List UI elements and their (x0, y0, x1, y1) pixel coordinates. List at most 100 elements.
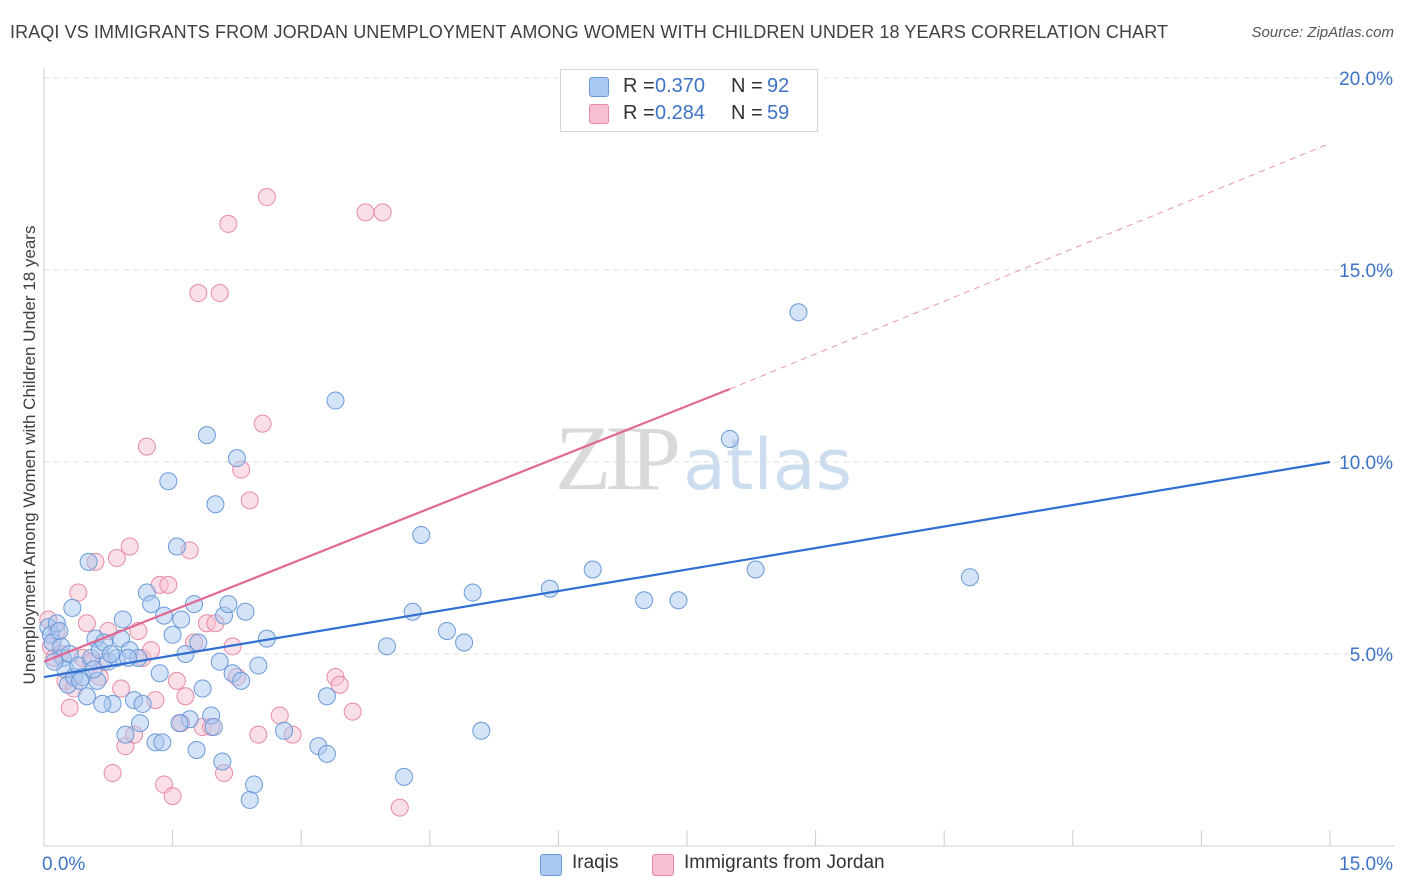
axes (43, 68, 1394, 847)
source-label: Source: ZipAtlas.com (1251, 24, 1394, 41)
jordan-point (163, 787, 182, 806)
iraqis-point (197, 426, 216, 445)
legend-swatch-jordan (652, 854, 674, 876)
iraqis-point (101, 645, 120, 663)
legend-r-label: R = (623, 75, 655, 97)
iraqis-point (472, 721, 491, 740)
correlation-legend: R = 0.370 N = 92 R = 0.284 N = 59 (560, 69, 818, 132)
iraqis-point (163, 625, 182, 644)
trend-line-jordan-extension (729, 142, 1331, 390)
legend-swatch-iraqis (589, 77, 609, 97)
legend-swatch-iraqis (540, 854, 562, 876)
iraqis-point (232, 671, 251, 690)
watermark: ZIP atlas (555, 405, 852, 511)
trend-lines (43, 142, 1331, 679)
iraqis-point (317, 687, 336, 706)
jordan-point (390, 798, 409, 817)
iraqis-point (71, 671, 90, 690)
iraqis-point (240, 790, 259, 809)
iraqis-point (960, 568, 979, 587)
legend-n-value: 92 (767, 75, 790, 97)
jordan-point (60, 698, 79, 717)
iraqis-point (245, 775, 264, 794)
jordan-point (176, 687, 195, 706)
legend-r-value: 0.284 (655, 102, 706, 124)
jordan-point (137, 437, 156, 456)
jordan-point (103, 764, 122, 783)
jordan-point (112, 679, 131, 698)
jordan-point (240, 491, 259, 510)
iraqis-point (213, 752, 232, 771)
iraqis-point (63, 598, 82, 617)
iraqis-point (412, 525, 431, 544)
legend-label-iraqis: Iraqis (572, 852, 619, 873)
iraqis-point (583, 560, 602, 579)
watermark-atlas: atlas (683, 424, 853, 506)
jordan-point (356, 203, 375, 222)
jordan-point (77, 614, 96, 633)
jordan-point (330, 675, 349, 694)
tick-labels: 5.0% 10.0% 15.0% 20.0% 0.0% 15.0% (42, 69, 1393, 875)
iraqis-point (227, 449, 246, 468)
iraqis-point (79, 552, 98, 571)
series-iraqis-points (39, 303, 979, 809)
iraqis-point (193, 679, 212, 698)
jordan-point (343, 702, 362, 721)
jordan-point (253, 414, 272, 433)
iraqis-point (170, 714, 189, 733)
iraqis-point (789, 303, 808, 322)
iraqis-point (540, 579, 559, 598)
iraqis-point (150, 664, 169, 683)
iraqis-point (206, 495, 225, 514)
legend-r-value: 0.370 (655, 75, 706, 97)
iraqis-point (113, 610, 132, 629)
iraqis-point (635, 591, 654, 610)
iraqis-point (463, 583, 482, 602)
iraqis-point (189, 633, 208, 652)
x-tick-label: 0.0% (42, 854, 85, 875)
iraqis-point (93, 694, 112, 713)
jordan-point (189, 284, 208, 303)
iraqis-point (172, 610, 191, 629)
y-tick-label: 10.0% (1339, 453, 1393, 474)
chart-title: IRAQI VS IMMIGRANTS FROM JORDAN UNEMPLOY… (10, 22, 1169, 42)
iraqis-point (116, 725, 135, 744)
jordan-point (120, 537, 139, 556)
iraqis-point (236, 602, 255, 621)
iraqis-point (669, 591, 688, 610)
iraqis-point (275, 721, 294, 740)
iraqis-point (167, 537, 186, 556)
iraqis-point (50, 621, 69, 640)
iraqis-point (159, 472, 178, 491)
trend-line-iraqis (43, 460, 1331, 679)
x-tick-label: 15.0% (1339, 854, 1393, 875)
y-tick-label: 5.0% (1350, 645, 1393, 666)
legend-n-label: N = (731, 75, 763, 97)
jordan-point (159, 575, 178, 594)
jordan-point (69, 583, 88, 602)
y-tick-label: 15.0% (1339, 261, 1393, 282)
jordan-point (210, 284, 229, 303)
iraqis-point (455, 633, 474, 652)
jordan-point (373, 203, 392, 222)
iraqis-point (187, 741, 206, 759)
iraqis-point (210, 652, 229, 671)
jordan-point (107, 549, 126, 567)
iraqis-point (326, 391, 345, 410)
legend-n-label: N = (731, 102, 763, 124)
y-tick-label: 20.0% (1339, 69, 1393, 90)
legend-swatch-jordan (589, 104, 609, 124)
iraqis-point (133, 694, 152, 713)
iraqis-point (377, 637, 396, 656)
iraqis-point (142, 595, 161, 614)
iraqis-point (437, 621, 456, 640)
jordan-point (167, 671, 186, 690)
iraqis-point (153, 733, 172, 752)
jordan-point (219, 214, 238, 233)
jordan-point (270, 706, 289, 725)
iraqis-point (249, 656, 268, 675)
jordan-point (257, 188, 276, 207)
iraqis-point (219, 595, 238, 614)
iraqis-point (720, 429, 739, 448)
